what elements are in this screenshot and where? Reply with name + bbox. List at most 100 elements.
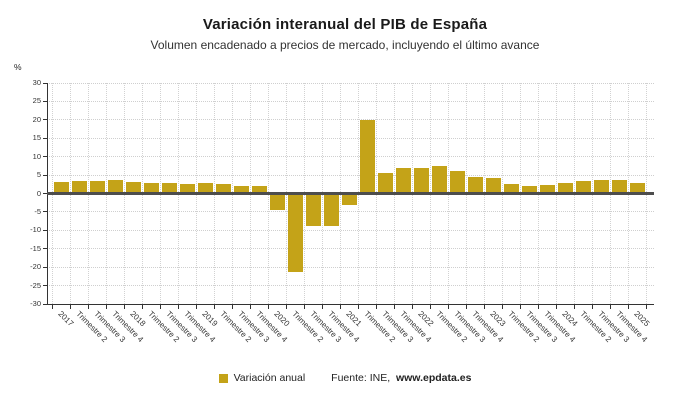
x-axis-tick (304, 304, 305, 309)
x-axis-tick (196, 304, 197, 309)
x-axis-tick (484, 304, 485, 309)
y-axis-tick (42, 193, 47, 194)
x-axis-tick (88, 304, 89, 309)
source-website: www.epdata.es (395, 372, 472, 384)
y-axis-tick-label: 30 (32, 78, 41, 87)
bar-trimestre-4-27 (539, 184, 555, 193)
bar-trimestre-4-3 (107, 180, 123, 193)
y-axis-tick-label: 20 (32, 114, 41, 124)
y-axis-tick (42, 248, 47, 250)
bar-trimestre-2-13 (287, 193, 303, 273)
y-axis-tick-label: 25 (32, 96, 41, 106)
bar-trimestre-2-9 (215, 183, 231, 193)
x-axis-tick (70, 304, 71, 309)
x-axis-tick (430, 304, 431, 309)
x-axis-tick (268, 304, 269, 309)
bar-trimestre-3-14 (305, 193, 321, 227)
y-axis-tick (42, 266, 47, 268)
y-axis-tick-label: 0 (36, 188, 41, 198)
bar-trimestre-2-5 (143, 183, 159, 193)
x-axis-tick (178, 304, 179, 309)
x-axis-tick (466, 304, 467, 309)
x-axis-tick (448, 304, 449, 309)
y-axis-tick-label: -25 (30, 280, 41, 290)
horizontal-gridline (47, 174, 654, 176)
horizontal-gridline (47, 137, 654, 139)
source-prefix: Fuente: INE, (331, 372, 391, 384)
x-axis-tick (538, 304, 539, 309)
bar-2017-0 (53, 182, 69, 193)
horizontal-gridline (47, 211, 654, 213)
bar-trimestre-2-25 (503, 183, 519, 193)
bar-trimestre-4-23 (467, 176, 483, 193)
y-axis-tick-label: -30 (30, 299, 41, 308)
x-axis-tick (286, 304, 287, 309)
bar-trimestre-4-19 (395, 167, 411, 193)
zero-baseline (47, 192, 654, 195)
y-axis-tick-label: -20 (30, 262, 41, 272)
horizontal-gridline (47, 82, 654, 84)
source-line: Fuente: INE, www.epdata.es (331, 372, 471, 384)
x-axis-line (47, 303, 654, 305)
x-axis-tick (574, 304, 575, 309)
x-axis-tick (520, 304, 521, 309)
horizontal-gridline (47, 100, 654, 102)
y-axis-tick (42, 303, 47, 305)
x-axis-tick (646, 304, 647, 309)
x-axis-tick (52, 304, 53, 309)
bar-trimestre-3-6 (161, 183, 177, 193)
bar-trimestre-3-18 (377, 173, 393, 193)
legend-and-source: Variación anual Fuente: INE, www.epdata.… (0, 372, 690, 384)
chart-subtitle: Volumen encadenado a precios de mercado,… (150, 38, 540, 52)
legend-item-variacion-anual: Variación anual (218, 372, 305, 384)
horizontal-gridline (47, 119, 654, 121)
bar-trimestre-4-7 (179, 184, 195, 193)
x-axis-tick (124, 304, 125, 309)
x-axis-tick (376, 304, 377, 309)
bar-trimestre-3-2 (89, 180, 105, 193)
y-axis-tick-label: 15 (32, 133, 41, 143)
x-axis-tick (394, 304, 395, 309)
bar-trimestre-2-21 (431, 165, 447, 193)
bar-trimestre-3-30 (593, 180, 609, 193)
y-axis-tick-label: -15 (30, 243, 41, 253)
y-axis-tick (42, 137, 47, 139)
y-axis-tick (42, 229, 47, 231)
y-axis-tick (42, 211, 47, 213)
x-axis-tick (106, 304, 107, 309)
bar-2024-28 (557, 182, 573, 193)
x-axis-tick (232, 304, 233, 309)
x-axis-tick (358, 304, 359, 309)
x-axis-tick (610, 304, 611, 309)
x-axis-tick (502, 304, 503, 309)
bar-trimestre-2-29 (575, 180, 591, 193)
bar-2023-24 (485, 178, 501, 193)
y-axis-tick (42, 119, 47, 121)
bar-trimestre-4-31 (611, 180, 627, 193)
legend-swatch-icon (218, 373, 228, 383)
x-axis-tick (250, 304, 251, 309)
x-axis-tick (412, 304, 413, 309)
bar-2019-8 (197, 182, 213, 193)
x-axis-tick (214, 304, 215, 309)
bar-trimestre-4-15 (323, 193, 339, 227)
x-axis-tick (340, 304, 341, 309)
horizontal-gridline (47, 229, 654, 231)
bar-2021-16 (341, 193, 357, 206)
bar-2020-12 (269, 193, 285, 210)
y-axis-unit-label: % (14, 62, 22, 72)
x-axis-tick (142, 304, 143, 309)
y-axis-tick (42, 285, 47, 287)
chart-title: Variación interanual del PIB de España (202, 16, 488, 33)
horizontal-gridline (47, 285, 654, 287)
horizontal-gridline (47, 156, 654, 158)
x-axis-tick (592, 304, 593, 309)
bar-trimestre-3-10 (233, 186, 249, 193)
bar-trimestre-2-17 (359, 119, 375, 193)
y-axis-tick (42, 100, 47, 102)
y-axis-tick-label: -10 (30, 225, 41, 235)
y-axis-tick-label: 5 (36, 170, 41, 180)
bar-trimestre-2-1 (71, 180, 87, 193)
